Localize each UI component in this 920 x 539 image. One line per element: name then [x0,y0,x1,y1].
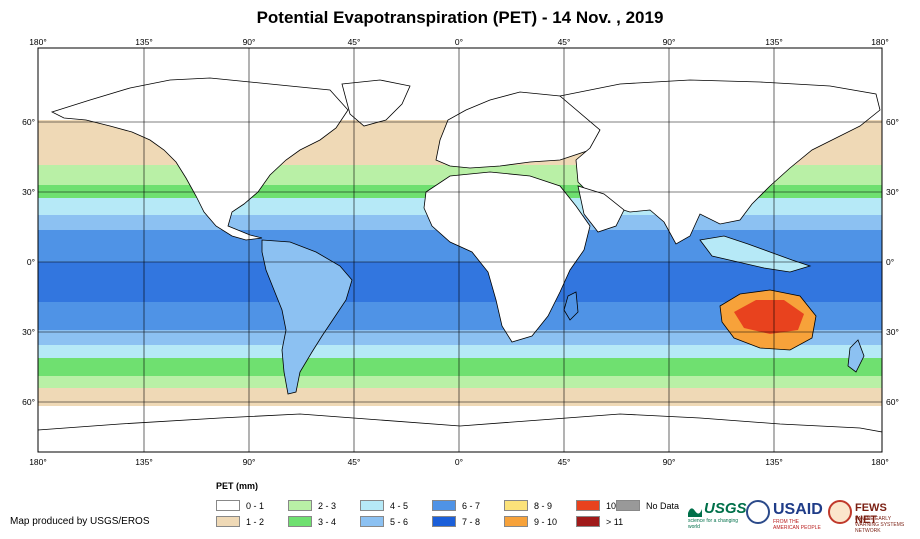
graticule [38,48,882,452]
arabia [577,185,625,233]
north-america [50,77,349,241]
lat-label: 0° [886,257,894,267]
legend-swatch [216,516,240,527]
legend-item: 7 - 8 [432,516,480,528]
legend-item: 9 - 10 [504,516,557,528]
legend-swatch [360,500,384,511]
legend-swatch [616,500,640,511]
legend-swatch [504,516,528,527]
fews-net-logo: FEWS NET FAMINE EARLY WARNING SYSTEMS NE… [828,498,910,534]
lon-label: 45° [348,457,361,467]
lat-label: 30° [22,327,35,337]
australia-hot-core [734,300,804,334]
lon-label: 180° [29,457,47,467]
fews-wordmark: FEWS NET [855,502,887,526]
legend-swatch [288,516,312,527]
usgs-logo: USGS science for a changing world [688,500,747,530]
legend-label: 6 - 7 [462,501,481,511]
lon-label: 180° [29,37,47,47]
legend-item: 3 - 4 [288,516,336,528]
legend-label: 2 - 3 [318,501,337,511]
legend-label: > 11 [606,517,624,527]
legend-swatch [432,500,456,511]
usgs-tagline: science for a changing world [688,518,739,530]
legend-item: 6 - 7 [432,500,480,512]
africa [423,171,591,343]
legend-label: No Data [646,501,680,511]
lon-label: 0° [455,37,463,47]
lat-label: 30° [886,187,899,197]
legend-label: 9 - 10 [534,517,558,527]
map-frame [37,47,883,453]
legend-swatch [360,516,384,527]
lon-label: 90° [663,37,676,47]
lon-label: 90° [663,457,676,467]
lon-label: 180° [871,457,889,467]
legend-item: 5 - 6 [360,516,408,528]
legend-swatch [288,500,312,511]
usgs-wave-icon [688,508,702,517]
lon-label: 135° [135,457,153,467]
legend-label: 3 - 4 [318,517,337,527]
lat-labels-left: 60° 30° 0° 30° 60° [22,117,35,407]
legend-swatch [576,516,600,527]
fews-tagline: FAMINE EARLY WARNING SYSTEMS NETWORK [855,516,905,534]
legend-label: 4 - 5 [390,501,409,511]
map-title: Potential Evapotranspiration (PET) - 14 … [256,8,664,27]
legend-swatch [432,516,456,527]
legend-swatch [576,500,600,511]
lon-label: 135° [765,37,783,47]
legend-item: 4 - 5 [360,500,408,512]
usgs-wordmark: USGS [704,500,747,517]
legend-item: 8 - 9 [504,500,552,512]
south-america [261,239,353,395]
usaid-seal-icon [746,500,770,524]
lat-labels-right: 60° 30° 0° 30° 60° [886,117,899,407]
legend-item: 0 - 1 [216,500,264,512]
continents [37,77,883,453]
lon-label: 90° [243,37,256,47]
new-zealand [847,339,865,373]
credit-text: Map produced by USGS/EROS [10,516,150,527]
lat-label: 60° [886,397,899,407]
lat-label: 30° [22,187,35,197]
southeast-asia-islands [699,235,812,273]
lon-label: 0° [455,457,463,467]
lon-label: 180° [871,37,889,47]
legend-item: No Data [616,500,679,512]
legend-label: 8 - 9 [534,501,553,511]
lon-label: 45° [558,457,571,467]
usaid-tagline: FROM THE AMERICAN PEOPLE [773,519,821,531]
madagascar [563,291,579,321]
lon-labels-bottom: 180° 135° 90° 45° 0° 45° 90° 135° 180° [29,457,889,467]
lat-label: 60° [22,117,35,127]
lat-label: 60° [22,397,35,407]
lat-label: 0° [27,257,35,267]
lon-labels-top: 180° 135° 90° 45° 0° 45° 90° 135° 180° [29,37,889,47]
lat-label: 30° [886,327,899,337]
legend-item: > 11 [576,516,623,528]
legend-title: PET (mm) [216,481,259,491]
fews-globe-icon [828,500,852,524]
legend-label: 0 - 1 [246,501,265,511]
lon-label: 90° [243,457,256,467]
usaid-wordmark: USAID [773,501,823,518]
lon-label: 45° [348,37,361,47]
legend-label: 7 - 8 [462,517,481,527]
legend-item: 2 - 3 [288,500,336,512]
lon-label: 135° [135,37,153,47]
greenland [341,79,411,127]
legend-swatch [216,500,240,511]
lat-label: 60° [886,117,899,127]
lon-label: 45° [558,37,571,47]
lon-label: 135° [765,457,783,467]
legend-swatch [504,500,528,511]
legend-label: 1 - 2 [246,517,265,527]
legend-label: 5 - 6 [390,517,409,527]
usaid-logo: USAID FROM THE AMERICAN PEOPLE [746,498,826,531]
legend-item: 1 - 2 [216,516,264,528]
